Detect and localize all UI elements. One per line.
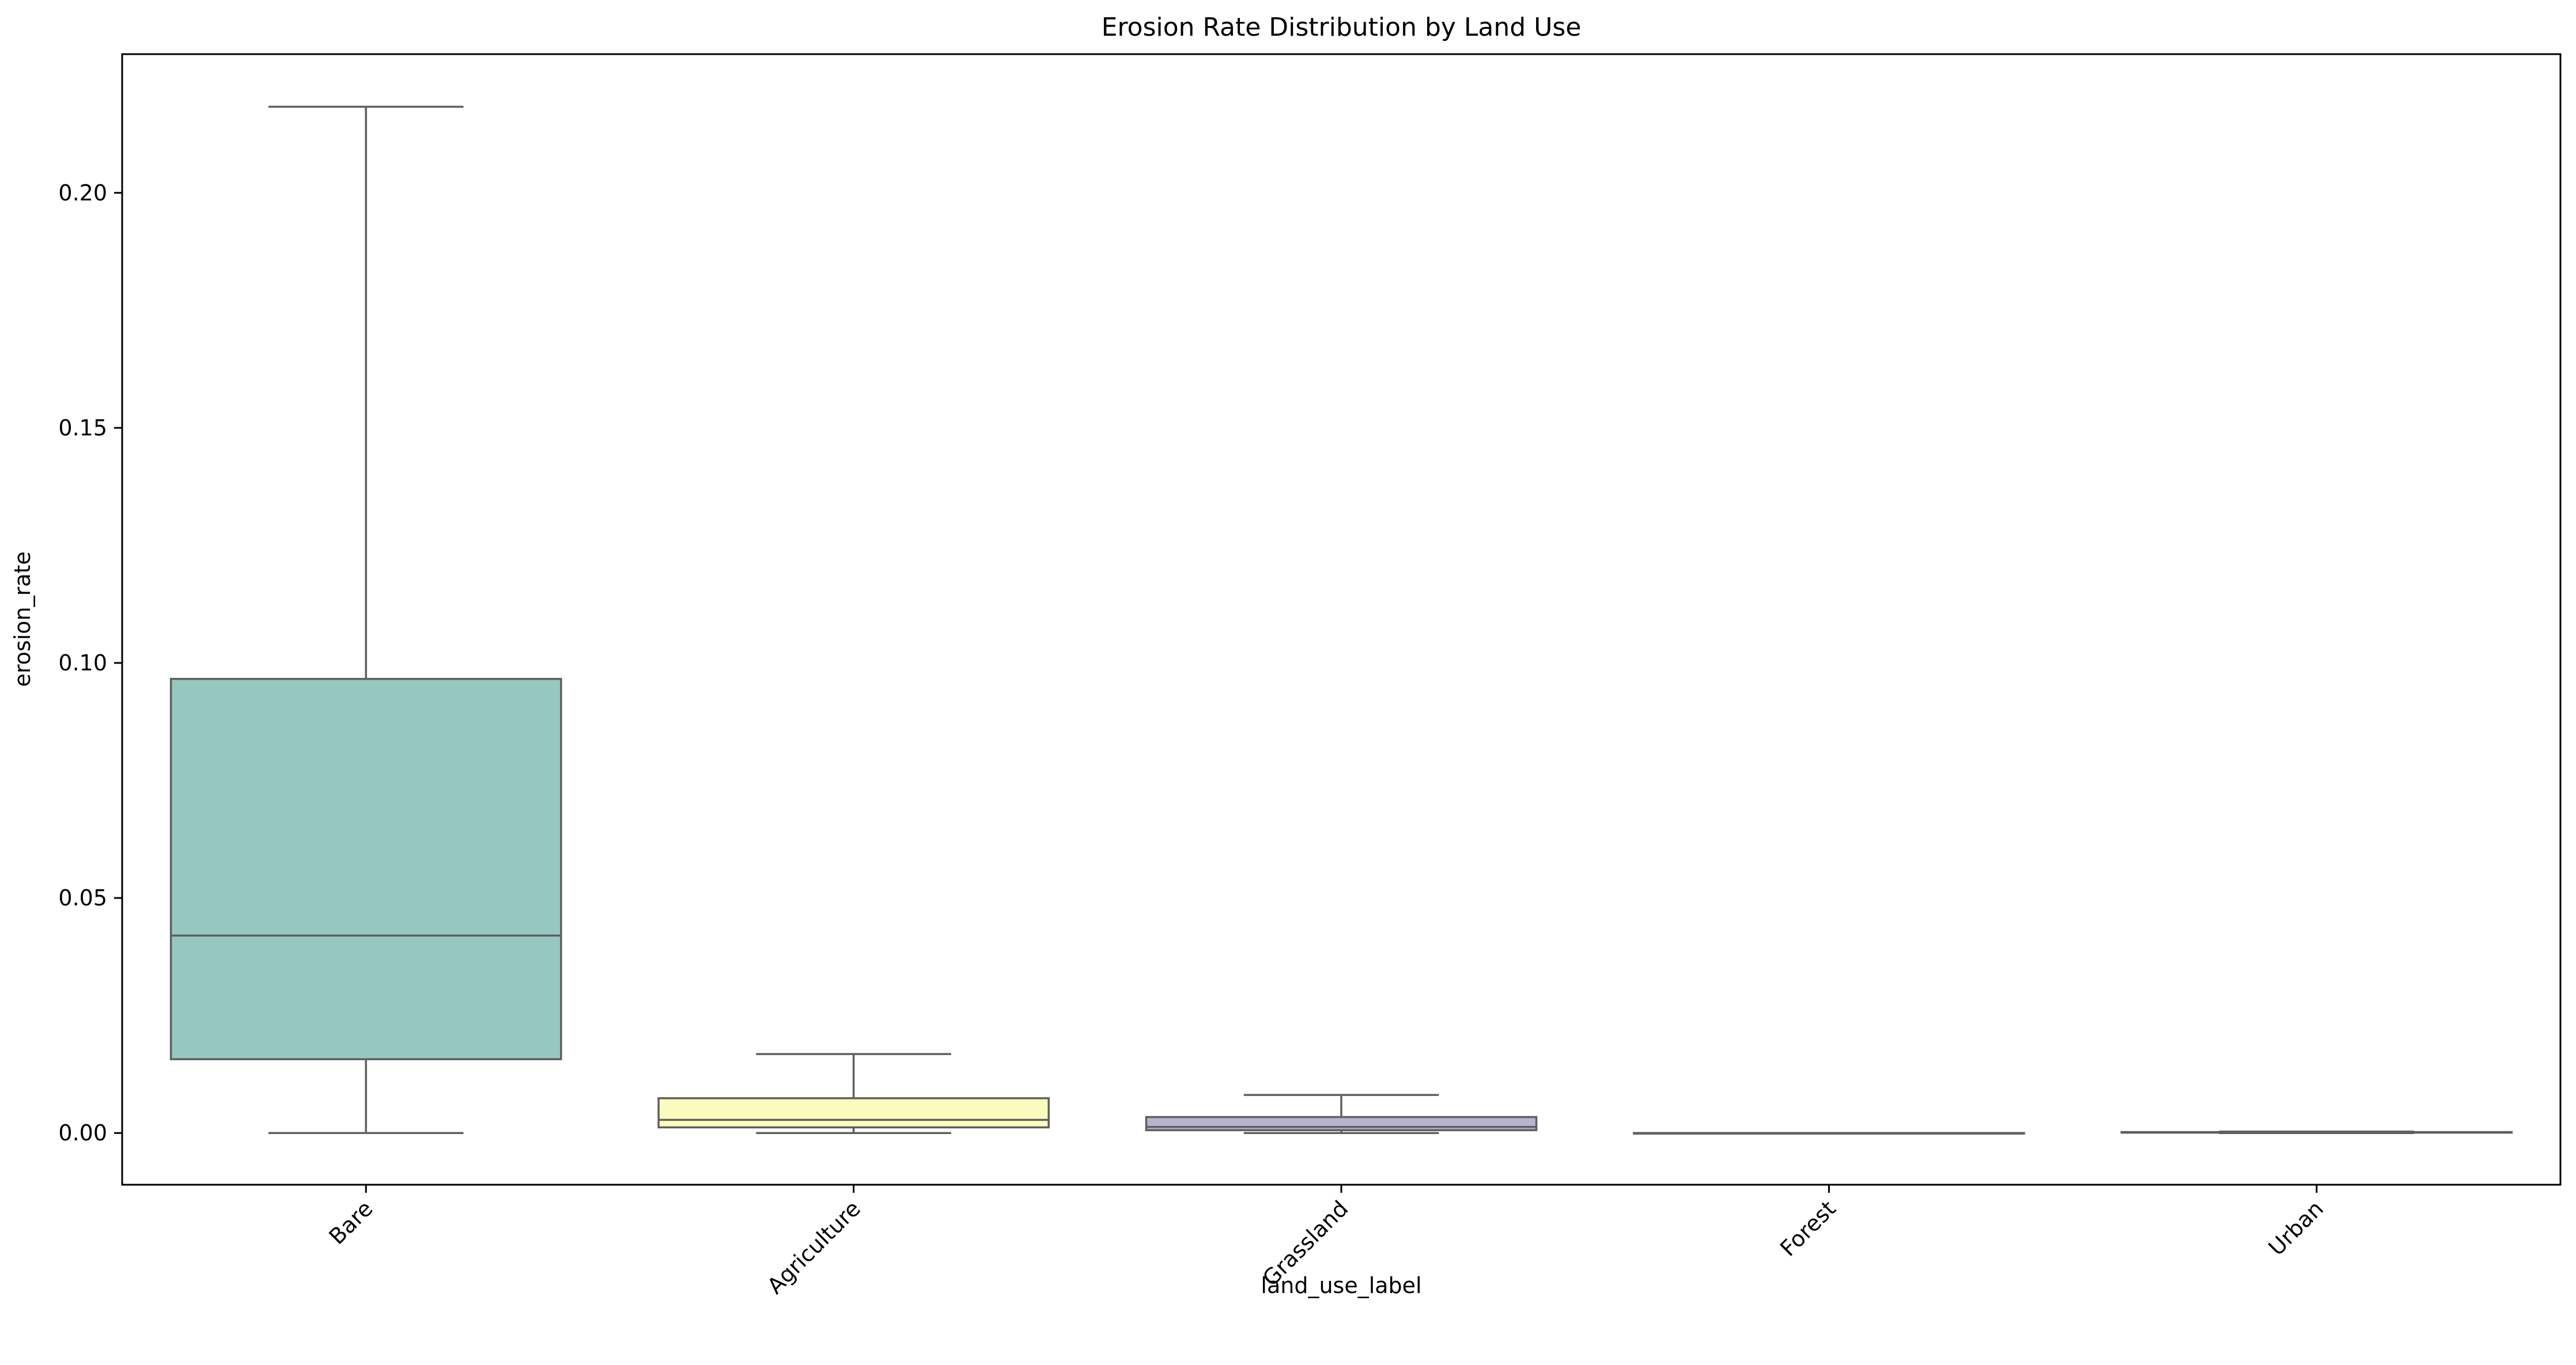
x-tick-label-forest: Forest	[1775, 1196, 1841, 1261]
box-group-agriculture	[657, 1053, 1050, 1134]
x-tick-label-bare: Bare	[324, 1196, 378, 1249]
x-tick-label-urban: Urban	[2264, 1196, 2328, 1260]
box-agriculture	[657, 1097, 1050, 1129]
x-tick-label-agriculture: Agriculture	[762, 1196, 865, 1299]
chart-title: Erosion Rate Distribution by Land Use	[1102, 13, 1582, 42]
box-group-grassland	[1145, 1094, 1538, 1134]
x-axis-label: land_use_label	[1261, 1273, 1421, 1298]
y-tick-label: 0.00	[58, 1120, 107, 1146]
plot-area	[169, 105, 2513, 1135]
y-axis-label: erosion_rate	[10, 551, 35, 687]
box-group-urban	[2120, 1131, 2513, 1134]
y-tick-label: 0.15	[58, 415, 107, 441]
y-tick-label: 0.10	[58, 650, 107, 676]
box-bare	[169, 678, 562, 1060]
y-tick-label: 0.05	[58, 885, 107, 911]
y-axis: 0.00 0.05 0.10 0.15 0.20	[58, 180, 122, 1146]
box-group-bare	[169, 105, 562, 1134]
y-tick-label: 0.20	[58, 180, 107, 206]
box-grassland	[1145, 1116, 1538, 1132]
